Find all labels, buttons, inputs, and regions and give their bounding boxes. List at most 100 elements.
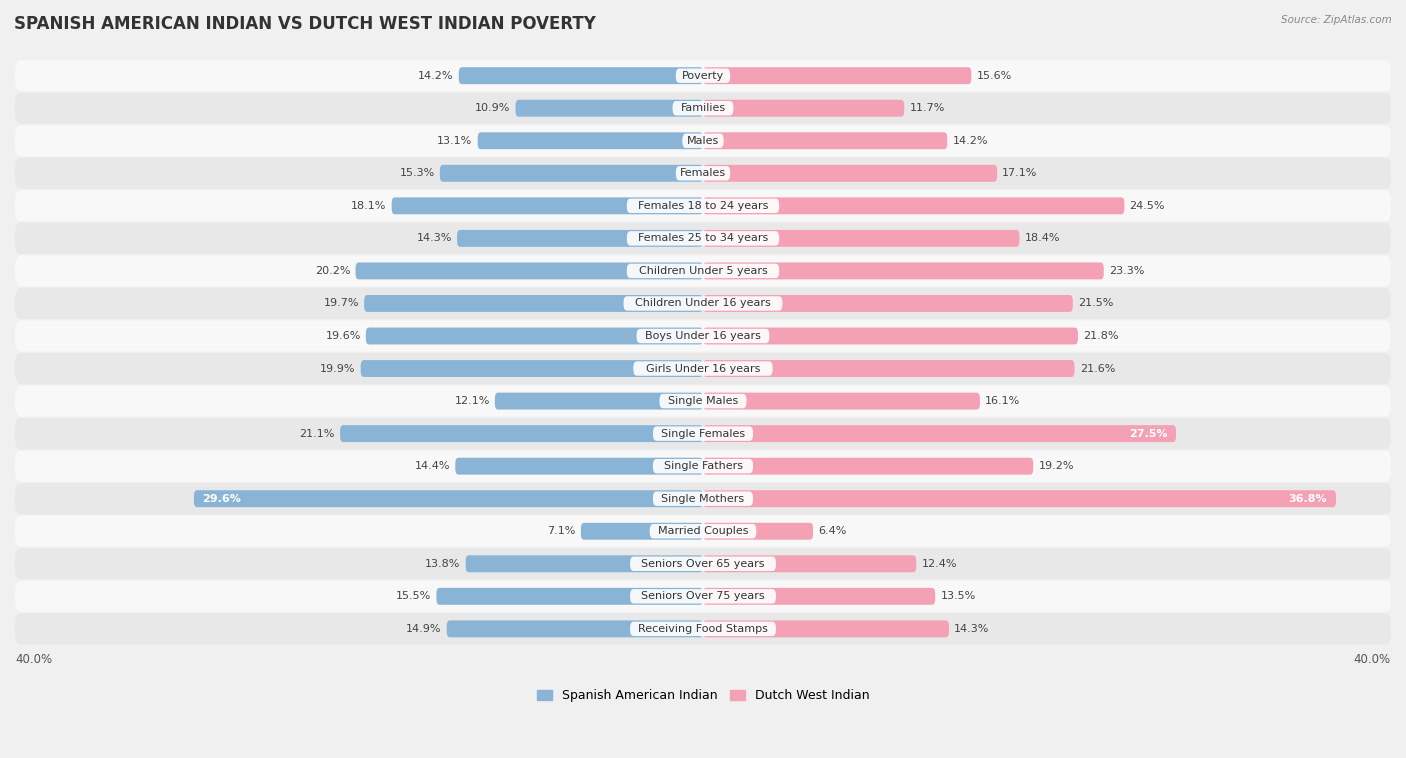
FancyBboxPatch shape — [364, 295, 703, 312]
FancyBboxPatch shape — [581, 523, 703, 540]
FancyBboxPatch shape — [703, 67, 972, 84]
FancyBboxPatch shape — [356, 262, 703, 280]
FancyBboxPatch shape — [478, 133, 703, 149]
Text: 18.1%: 18.1% — [352, 201, 387, 211]
FancyBboxPatch shape — [495, 393, 703, 409]
Text: Girls Under 16 years: Girls Under 16 years — [645, 364, 761, 374]
FancyBboxPatch shape — [447, 620, 703, 637]
Text: 14.2%: 14.2% — [952, 136, 988, 146]
FancyBboxPatch shape — [456, 458, 703, 475]
FancyBboxPatch shape — [676, 166, 730, 180]
FancyBboxPatch shape — [703, 490, 1336, 507]
FancyBboxPatch shape — [15, 418, 1391, 449]
Text: 10.9%: 10.9% — [475, 103, 510, 113]
FancyBboxPatch shape — [440, 164, 703, 182]
Text: 14.9%: 14.9% — [406, 624, 441, 634]
Text: 14.2%: 14.2% — [418, 70, 454, 80]
FancyBboxPatch shape — [15, 386, 1391, 417]
Text: Families: Families — [681, 103, 725, 113]
FancyBboxPatch shape — [15, 288, 1391, 319]
Text: Females: Females — [681, 168, 725, 178]
Text: 19.7%: 19.7% — [323, 299, 359, 309]
FancyBboxPatch shape — [436, 588, 703, 605]
FancyBboxPatch shape — [676, 68, 730, 83]
Text: 15.5%: 15.5% — [396, 591, 432, 601]
FancyBboxPatch shape — [630, 622, 776, 636]
Text: 15.3%: 15.3% — [399, 168, 434, 178]
FancyBboxPatch shape — [703, 164, 997, 182]
Text: Source: ZipAtlas.com: Source: ZipAtlas.com — [1281, 15, 1392, 25]
Text: Children Under 5 years: Children Under 5 years — [638, 266, 768, 276]
Text: 20.2%: 20.2% — [315, 266, 350, 276]
Text: Single Fathers: Single Fathers — [664, 461, 742, 471]
Text: 13.5%: 13.5% — [941, 591, 976, 601]
Text: Receiving Food Stamps: Receiving Food Stamps — [638, 624, 768, 634]
Text: 24.5%: 24.5% — [1129, 201, 1166, 211]
FancyBboxPatch shape — [703, 360, 1074, 377]
FancyBboxPatch shape — [361, 360, 703, 377]
Text: 36.8%: 36.8% — [1289, 493, 1327, 504]
Text: 11.7%: 11.7% — [910, 103, 945, 113]
FancyBboxPatch shape — [652, 491, 754, 506]
FancyBboxPatch shape — [392, 197, 703, 215]
Text: Married Couples: Married Couples — [658, 526, 748, 536]
FancyBboxPatch shape — [15, 353, 1391, 384]
FancyBboxPatch shape — [15, 60, 1391, 91]
Text: 14.3%: 14.3% — [955, 624, 990, 634]
FancyBboxPatch shape — [15, 613, 1391, 644]
FancyBboxPatch shape — [703, 100, 904, 117]
FancyBboxPatch shape — [703, 295, 1073, 312]
FancyBboxPatch shape — [15, 125, 1391, 156]
Text: 23.3%: 23.3% — [1109, 266, 1144, 276]
Text: 7.1%: 7.1% — [547, 526, 575, 536]
Text: 6.4%: 6.4% — [818, 526, 846, 536]
Text: 13.1%: 13.1% — [437, 136, 472, 146]
FancyBboxPatch shape — [703, 197, 1125, 215]
Text: Poverty: Poverty — [682, 70, 724, 80]
FancyBboxPatch shape — [703, 556, 917, 572]
Text: 27.5%: 27.5% — [1129, 428, 1167, 439]
Text: 18.4%: 18.4% — [1025, 233, 1060, 243]
FancyBboxPatch shape — [15, 581, 1391, 612]
Text: 29.6%: 29.6% — [202, 493, 242, 504]
FancyBboxPatch shape — [637, 329, 769, 343]
Text: Females 25 to 34 years: Females 25 to 34 years — [638, 233, 768, 243]
Text: 21.8%: 21.8% — [1083, 331, 1119, 341]
Text: Males: Males — [688, 136, 718, 146]
Text: 40.0%: 40.0% — [15, 653, 52, 666]
FancyBboxPatch shape — [703, 425, 1175, 442]
FancyBboxPatch shape — [15, 190, 1391, 221]
Legend: Spanish American Indian, Dutch West Indian: Spanish American Indian, Dutch West Indi… — [531, 684, 875, 707]
FancyBboxPatch shape — [516, 100, 703, 117]
Text: 21.6%: 21.6% — [1080, 364, 1115, 374]
Text: 15.6%: 15.6% — [977, 70, 1012, 80]
FancyBboxPatch shape — [623, 296, 783, 311]
Text: Single Males: Single Males — [668, 396, 738, 406]
FancyBboxPatch shape — [703, 620, 949, 637]
Text: 19.6%: 19.6% — [325, 331, 361, 341]
FancyBboxPatch shape — [703, 262, 1104, 280]
FancyBboxPatch shape — [366, 327, 703, 344]
FancyBboxPatch shape — [652, 427, 754, 441]
FancyBboxPatch shape — [15, 321, 1391, 352]
FancyBboxPatch shape — [633, 362, 773, 376]
Text: 19.9%: 19.9% — [321, 364, 356, 374]
FancyBboxPatch shape — [627, 231, 779, 246]
Text: 14.4%: 14.4% — [415, 461, 450, 471]
FancyBboxPatch shape — [650, 524, 756, 538]
Text: Boys Under 16 years: Boys Under 16 years — [645, 331, 761, 341]
FancyBboxPatch shape — [465, 556, 703, 572]
Text: Females 18 to 24 years: Females 18 to 24 years — [638, 201, 768, 211]
FancyBboxPatch shape — [340, 425, 703, 442]
Text: 21.5%: 21.5% — [1078, 299, 1114, 309]
FancyBboxPatch shape — [15, 548, 1391, 579]
Text: 40.0%: 40.0% — [1354, 653, 1391, 666]
Text: 14.3%: 14.3% — [416, 233, 451, 243]
Text: 13.8%: 13.8% — [425, 559, 461, 568]
Text: Single Mothers: Single Mothers — [661, 493, 745, 504]
FancyBboxPatch shape — [703, 458, 1033, 475]
Text: 17.1%: 17.1% — [1002, 168, 1038, 178]
Text: 16.1%: 16.1% — [986, 396, 1021, 406]
FancyBboxPatch shape — [703, 523, 813, 540]
FancyBboxPatch shape — [703, 230, 1019, 247]
